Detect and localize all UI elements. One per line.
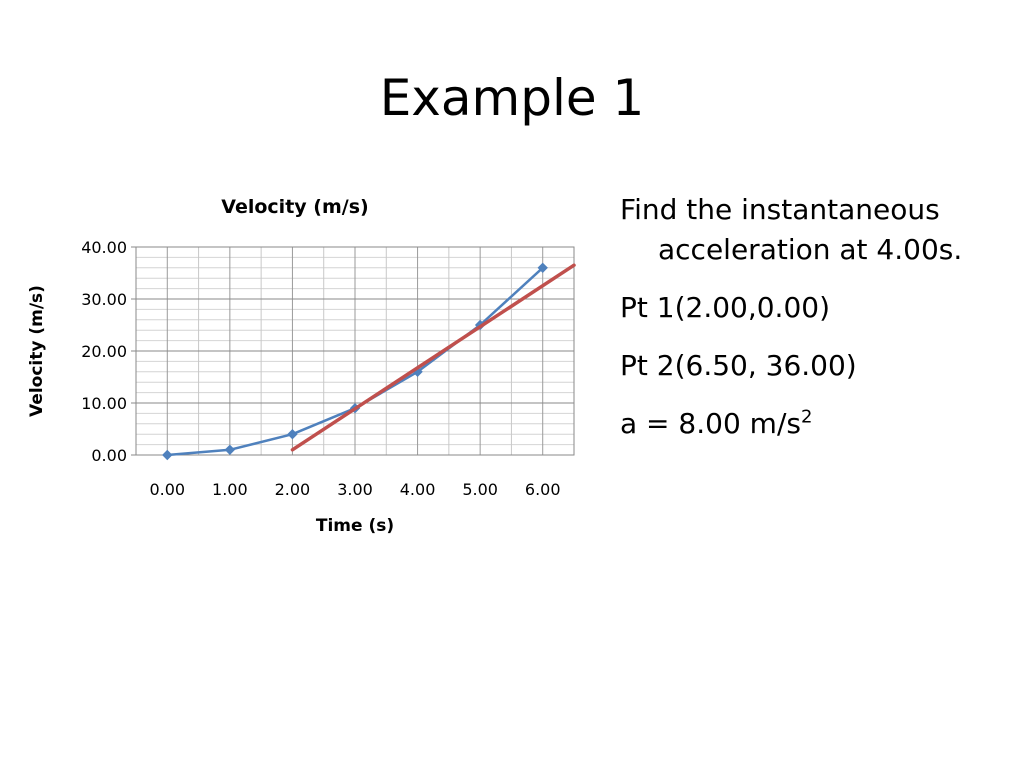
y-tick-label: 20.00 <box>81 342 127 361</box>
point-1-text: Pt 1(2.00,0.00) <box>620 291 831 324</box>
major-gridlines <box>131 246 575 456</box>
velocity-chart: 0.00 10.00 20.00 30.00 40.00 0.00 1.00 2.00 3.0… <box>0 180 600 550</box>
x-tick-label: 4.00 <box>400 480 436 499</box>
x-tick-label: 3.00 <box>337 480 373 499</box>
y-axis-title: Velocity (m/s) <box>27 285 47 417</box>
acceleration-value: a = 8.00 m/s <box>620 407 801 440</box>
slide-title: Example 1 <box>379 69 645 127</box>
point-2-text: Pt 2(6.50, 36.00) <box>620 349 857 382</box>
data-point <box>537 262 548 274</box>
x-tick-label: 6.00 <box>525 480 561 499</box>
x-tick-label: 0.00 <box>149 480 185 499</box>
x-tick-label: 5.00 <box>462 480 498 499</box>
chart-title: Velocity (m/s) <box>221 196 368 218</box>
tangent-line <box>290 263 576 452</box>
question-line-2: acceleration at 4.00s. <box>658 233 963 266</box>
x-tick-label: 1.00 <box>212 480 248 499</box>
chart-svg: 0.00 10.00 20.00 30.00 40.00 0.00 1.00 2.00 3.0… <box>27 196 576 536</box>
data-point <box>162 449 173 461</box>
y-tick-label: 40.00 <box>81 238 127 257</box>
data-point <box>287 428 298 440</box>
plot-area-border <box>135 246 575 456</box>
slide-body-text: Find the instantaneous acceleration at 4… <box>620 190 1020 462</box>
x-tick-labels: 0.00 1.00 2.00 3.00 4.00 5.00 6.00 <box>149 480 560 499</box>
y-tick-label: 30.00 <box>81 290 127 309</box>
data-point <box>224 444 236 456</box>
question-text: Find the instantaneous acceleration at 4… <box>620 190 1020 270</box>
acceleration-result: a = 8.00 m/s2 <box>620 404 1020 444</box>
acceleration-exponent: 2 <box>800 406 813 428</box>
y-tick-label: 0.00 <box>91 446 127 465</box>
y-tick-label: 10.00 <box>81 394 127 413</box>
tangent-group <box>290 263 576 452</box>
x-tick-label: 2.00 <box>275 480 311 499</box>
x-axis-title: Time (s) <box>316 516 394 536</box>
y-tick-labels: 0.00 10.00 20.00 30.00 40.00 <box>81 238 127 465</box>
question-line-1: Find the instantaneous <box>620 193 940 226</box>
